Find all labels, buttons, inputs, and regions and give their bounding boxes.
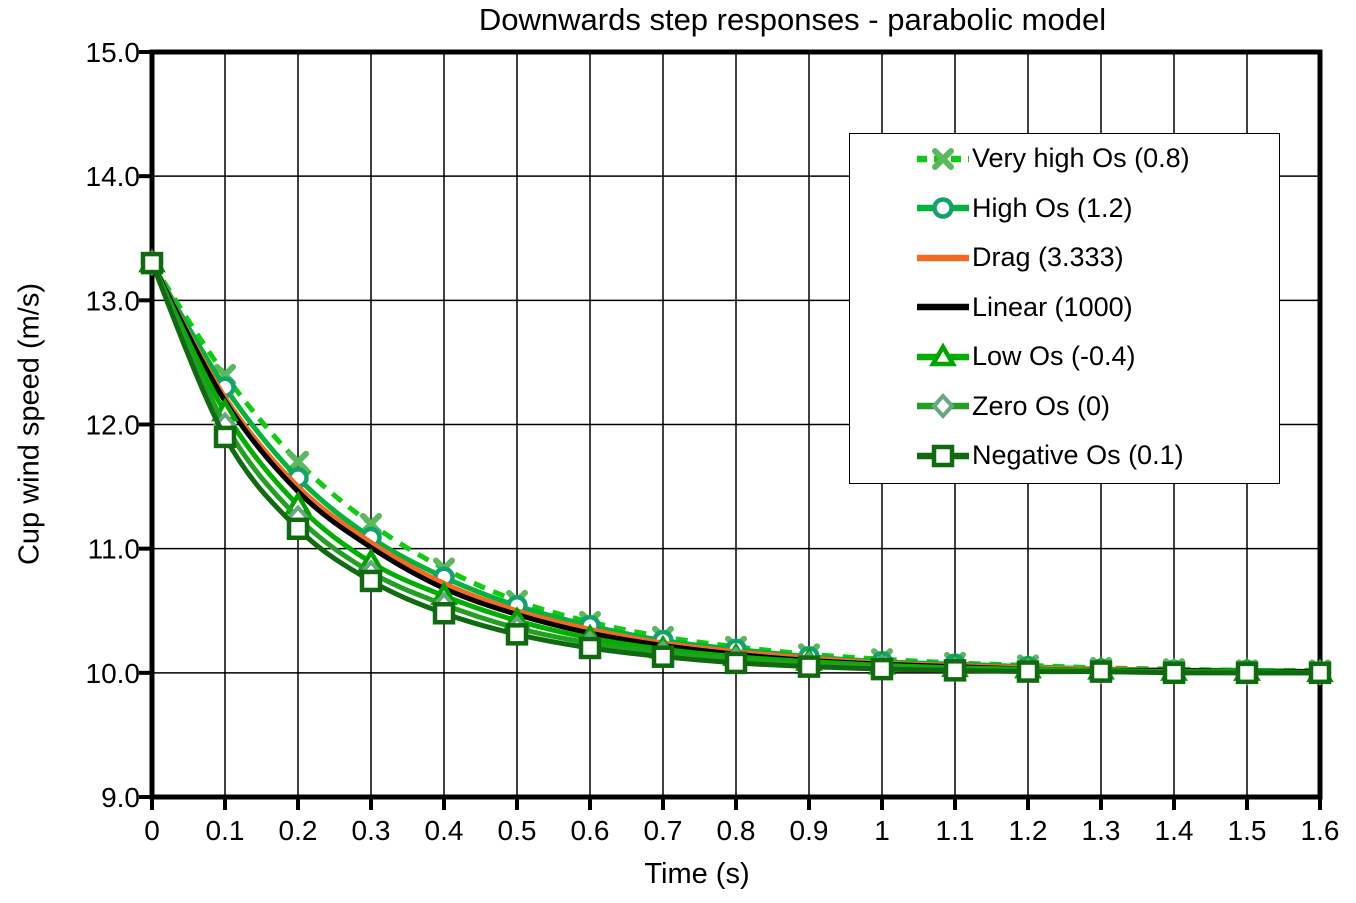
svg-text:0.9: 0.9 [790, 815, 829, 846]
svg-text:1.5: 1.5 [1228, 815, 1267, 846]
y-tick-labels: 9.0 10.0 11.0 12.0 13.0 14.0 15.0 [86, 37, 141, 813]
legend-item: Very high Os (0.8) [850, 134, 1279, 184]
legend-item: Drag (3.333) [850, 233, 1279, 283]
legend-item: Negative Os (0.1) [850, 431, 1279, 481]
svg-text:1: 1 [874, 815, 890, 846]
square-swatch-icon [917, 444, 969, 467]
svg-text:1.3: 1.3 [1082, 815, 1121, 846]
svg-text:0.1: 0.1 [206, 815, 245, 846]
svg-text:1.6: 1.6 [1301, 815, 1340, 846]
legend: Very high Os (0.8) High Os (1.2) Drag (3.3… [849, 133, 1280, 484]
x-tick-labels: 0 0.1 0.2 0.3 0.4 0.5 0.6 0.7 0.8 0.9 1 1.1 1.2 1.3 1.… [144, 815, 1339, 846]
svg-text:0.7: 0.7 [644, 815, 683, 846]
y-axis-title: Cup wind speed (m/s) [13, 282, 46, 566]
legend-label: Low Os (-0.4) [972, 341, 1136, 372]
legend-label: Very high Os (0.8) [972, 143, 1190, 174]
legend-label: High Os (1.2) [972, 192, 1133, 223]
line-swatch-icon [917, 254, 969, 261]
series-markers [140, 251, 1332, 685]
legend-item: Low Os (-0.4) [850, 332, 1279, 382]
legend-label: Zero Os (0) [972, 390, 1111, 421]
svg-text:13.0: 13.0 [86, 285, 141, 316]
svg-text:0.6: 0.6 [571, 815, 610, 846]
svg-text:14.0: 14.0 [86, 161, 141, 192]
svg-text:10.0: 10.0 [86, 658, 141, 689]
circle-swatch-icon [917, 197, 969, 219]
svg-text:12.0: 12.0 [86, 410, 141, 441]
svg-text:1.1: 1.1 [936, 815, 975, 846]
legend-label: Linear (1000) [972, 291, 1133, 322]
svg-text:0.3: 0.3 [352, 815, 391, 846]
svg-text:0.8: 0.8 [717, 815, 756, 846]
legend-item: Zero Os (0) [850, 382, 1279, 432]
diamond-swatch-icon [917, 393, 969, 420]
chart-title: Downwards step responses - parabolic mod… [478, 2, 1107, 37]
svg-text:0: 0 [144, 815, 160, 846]
svg-text:0.4: 0.4 [425, 815, 464, 846]
legend-item: Linear (1000) [850, 283, 1279, 333]
series-7 [140, 251, 1332, 685]
svg-text:0.2: 0.2 [279, 815, 318, 846]
x-swatch-icon [917, 147, 969, 170]
legend-item: High Os (1.2) [850, 184, 1279, 234]
line-swatch-icon [917, 304, 969, 311]
legend-label: Negative Os (0.1) [972, 440, 1184, 471]
svg-text:15.0: 15.0 [86, 37, 141, 68]
svg-text:1.4: 1.4 [1155, 815, 1194, 846]
svg-text:9.0: 9.0 [101, 782, 140, 813]
x-axis-title: Time (s) [644, 858, 750, 890]
triangle-swatch-icon [917, 342, 969, 366]
legend-label: Drag (3.333) [972, 242, 1124, 273]
svg-text:1.2: 1.2 [1009, 815, 1048, 846]
svg-text:0.5: 0.5 [498, 815, 537, 846]
plot-frame [149, 49, 1323, 800]
svg-text:11.0: 11.0 [88, 534, 140, 565]
